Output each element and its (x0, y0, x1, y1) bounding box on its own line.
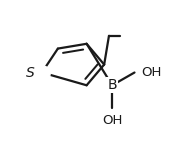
Text: S: S (26, 66, 35, 80)
Text: OH: OH (141, 66, 161, 79)
Text: OH: OH (102, 114, 122, 127)
Text: B: B (107, 78, 117, 92)
